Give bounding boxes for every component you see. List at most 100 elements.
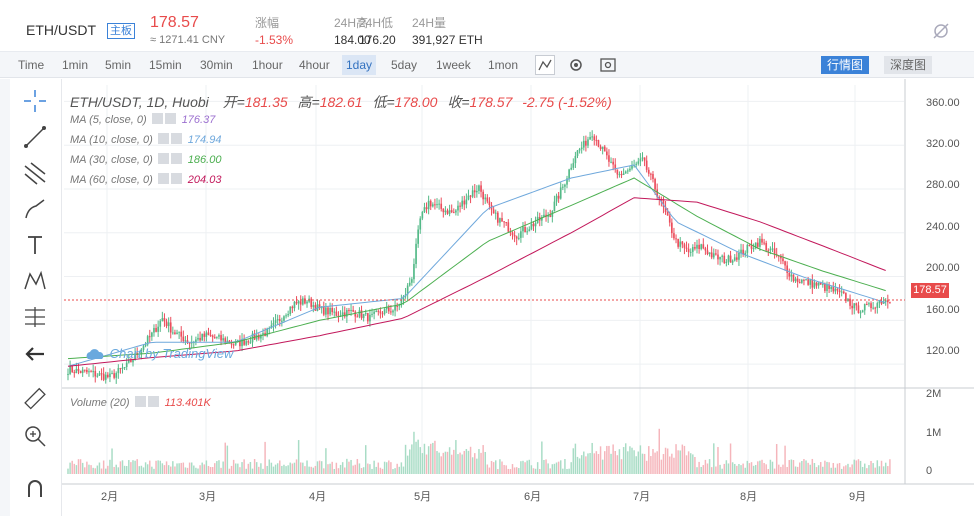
volume-bar	[547, 463, 549, 474]
volume-bar	[580, 455, 583, 474]
candle-body	[341, 312, 344, 316]
symbol-title[interactable]: ETH/USDT, 1D, Huobi	[70, 94, 209, 110]
candle-body	[83, 369, 86, 371]
volume-bar	[822, 466, 824, 474]
volume-legend[interactable]: Volume (20) 113.401K	[70, 396, 211, 409]
candle-body	[729, 255, 732, 263]
volume-bar	[750, 462, 753, 474]
candle-body	[310, 298, 313, 307]
magnet-icon[interactable]	[22, 477, 48, 503]
volume-label[interactable]: Volume (20)	[70, 397, 130, 409]
volume-bar	[633, 450, 635, 474]
candle-body	[385, 307, 388, 310]
hide-eye-icon[interactable]	[932, 22, 950, 40]
volume-bar	[509, 469, 512, 474]
pattern-icon[interactable]	[22, 268, 48, 294]
view-depth-button[interactable]: 深度图	[884, 56, 933, 74]
brush-icon[interactable]	[22, 196, 48, 222]
volume-bar	[375, 466, 377, 474]
candle-body	[77, 368, 80, 371]
settings-icon[interactable]	[134, 396, 146, 407]
timeframe-4hour[interactable]: 4hour	[299, 58, 330, 72]
text-tool-icon[interactable]	[22, 232, 48, 258]
timeframe-30min[interactable]: 30min	[200, 58, 233, 72]
ma-label[interactable]: MA (60, close, 0)	[70, 174, 153, 186]
ma-label[interactable]: MA (30, close, 0)	[70, 154, 153, 166]
settings-icon[interactable]	[157, 153, 169, 164]
ma-legend-row[interactable]: MA (60, close, 0) 204.03	[70, 173, 221, 186]
volume-bar	[367, 463, 369, 474]
close-icon[interactable]	[164, 113, 176, 124]
volume-bar	[853, 459, 855, 474]
candle-body	[67, 373, 69, 375]
volume-bar	[432, 442, 434, 474]
zoom-in-icon[interactable]	[22, 423, 48, 449]
settings-button[interactable]	[566, 55, 586, 75]
timeframe-1week[interactable]: 1week	[436, 58, 471, 72]
candle-body	[132, 360, 134, 363]
pair-name[interactable]: ETH/USDT	[26, 22, 96, 38]
fib-tool-icon[interactable]	[22, 160, 48, 186]
volume-bar	[742, 463, 744, 474]
settings-icon[interactable]	[157, 133, 169, 144]
volume-bar	[323, 468, 325, 474]
volume-bar	[734, 463, 736, 474]
back-arrow-icon[interactable]	[22, 341, 48, 367]
fullscreen-button[interactable]	[598, 55, 618, 75]
measure-icon[interactable]	[22, 304, 48, 330]
candle-body	[471, 190, 474, 197]
candle-body	[824, 284, 826, 291]
ma-legend-row[interactable]: MA (5, close, 0) 176.37	[70, 113, 215, 126]
crosshair-icon[interactable]	[22, 88, 48, 114]
candle-body	[375, 310, 378, 312]
volume-bar	[526, 460, 528, 474]
ma-label[interactable]: MA (10, close, 0)	[70, 134, 153, 146]
ma-value: 176.37	[181, 114, 216, 126]
candle-body	[473, 190, 476, 193]
volume-bar	[302, 462, 304, 474]
close-icon[interactable]	[147, 396, 159, 407]
settings-icon[interactable]	[157, 173, 169, 184]
close-icon[interactable]	[170, 173, 182, 184]
volume-bar	[176, 463, 178, 474]
volume-bar	[744, 467, 746, 474]
timeframe-15min[interactable]: 15min	[149, 58, 182, 72]
timeframe-5day[interactable]: 5day	[391, 58, 418, 72]
price-chart[interactable]	[62, 79, 974, 516]
candle-body	[434, 204, 436, 206]
candle-body	[561, 186, 564, 188]
volume-bar	[423, 443, 426, 474]
volume-bar	[299, 462, 302, 474]
ma-legend-row[interactable]: MA (30, close, 0) 186.00	[70, 153, 221, 166]
volume-bar	[209, 467, 212, 474]
candle-body	[165, 321, 168, 327]
volume-bar	[450, 454, 453, 474]
timeframe-1min[interactable]: 1min	[62, 58, 89, 72]
timeframe-5min[interactable]: 5min	[105, 58, 132, 72]
candle-body	[130, 360, 132, 363]
volume-bar	[224, 442, 226, 474]
timeframe-time[interactable]: Time	[18, 58, 45, 72]
volume-bar	[381, 468, 384, 474]
view-chart-button[interactable]: 行情图	[821, 56, 870, 74]
trend-line-icon[interactable]	[22, 124, 48, 150]
candle-body	[159, 320, 162, 327]
stat-value: 184.00	[334, 33, 371, 47]
ruler-icon[interactable]	[22, 387, 48, 413]
candle-body	[694, 247, 696, 249]
ma-label[interactable]: MA (5, close, 0)	[70, 114, 147, 126]
timeframe-1mon[interactable]: 1mon	[488, 58, 519, 72]
close-icon[interactable]	[170, 133, 182, 144]
tradingview-watermark[interactable]: Chart by TradingView	[84, 346, 233, 361]
settings-icon[interactable]	[151, 113, 163, 124]
chart-style-button[interactable]	[535, 55, 555, 75]
volume-bar	[503, 464, 505, 474]
stat-volume: 24H量 391,927 ETH	[412, 15, 483, 49]
timeframe-1day[interactable]: 1day	[342, 55, 377, 75]
close-icon[interactable]	[170, 153, 182, 164]
volume-bar	[882, 466, 885, 474]
candle-body	[857, 305, 860, 313]
candle-body	[496, 212, 499, 223]
ma-legend-row[interactable]: MA (10, close, 0) 174.94	[70, 133, 221, 146]
timeframe-1hour[interactable]: 1hour	[252, 58, 283, 72]
